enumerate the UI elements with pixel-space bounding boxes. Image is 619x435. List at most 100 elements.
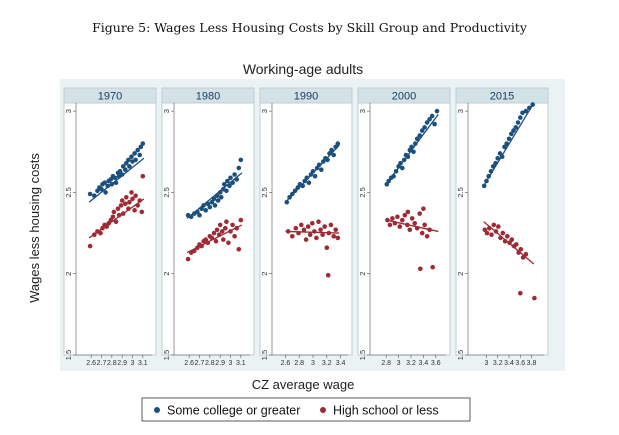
x-tick-label: 2.6 (184, 360, 194, 367)
college-point (126, 157, 131, 163)
panel-1990: 1990 1.5 2 2.5 3 2.6 2.8 3 3.2 3.4 (259, 87, 353, 367)
highschool-fit-line (285, 230, 340, 234)
panel-year-label: 1970 (98, 91, 122, 103)
highschool-point (129, 190, 134, 195)
highschool-point (418, 266, 423, 272)
college-point (218, 195, 224, 200)
college-point (520, 110, 525, 116)
college-fit-line (385, 113, 439, 185)
panel-header (161, 87, 255, 104)
college-point (432, 121, 437, 127)
college-fit-line (186, 172, 243, 219)
legend: Some college or greater High school or l… (141, 397, 471, 422)
college-point (120, 164, 126, 169)
y-tick-label: 2 (162, 272, 171, 276)
college-point (414, 136, 420, 142)
college-point (312, 173, 318, 179)
college-point (502, 144, 507, 150)
highschool-point (87, 243, 93, 249)
chart-title: Working-age adults (243, 61, 363, 77)
x-tick-label: 2.9 (215, 360, 225, 367)
highschool-point (119, 198, 125, 203)
college-point (506, 136, 512, 142)
x-tick-label: 2.8 (107, 360, 117, 367)
x-tick-label: 3 (131, 360, 135, 367)
college-point (411, 149, 416, 155)
highschool-point (133, 193, 138, 198)
college-point (405, 154, 411, 159)
highschool-fit-line (88, 198, 145, 239)
y-tick-label: 2.5 (456, 187, 465, 197)
highschool-point (217, 222, 223, 228)
legend-marker-highschool (320, 407, 326, 413)
highschool-point (124, 195, 129, 200)
highschool-point (219, 229, 225, 234)
y-tick-label: 2 (456, 272, 465, 276)
x-tick-label: 2.7 (97, 360, 107, 367)
highschool-point (400, 217, 405, 223)
highschool-point (417, 211, 423, 216)
college-point (132, 151, 137, 156)
college-point (319, 167, 324, 172)
highschool-point (412, 221, 418, 226)
panel-year-label: 2015 (490, 91, 514, 103)
college-point (292, 188, 298, 194)
highschool-point (303, 237, 309, 242)
highschool-point (123, 201, 128, 207)
highschool-point (232, 234, 237, 239)
legend-marker-college (154, 407, 160, 413)
legend-label-highschool: High school or less (333, 404, 439, 418)
highschool-point (322, 224, 328, 229)
y-tick-label: 2.5 (162, 187, 171, 197)
highschool-point (293, 225, 299, 231)
highschool-point (482, 227, 488, 233)
college-point (103, 190, 108, 195)
highschool-point (320, 232, 325, 237)
college-point (222, 182, 227, 187)
highschool-point (500, 230, 506, 236)
highschool-point (224, 219, 229, 224)
highschool-point (314, 235, 319, 241)
college-point (133, 157, 138, 163)
highschool-point (307, 232, 313, 237)
y-tick-label: 2 (260, 272, 269, 276)
highschool-point (305, 224, 311, 229)
y-tick-label: 1.5 (162, 350, 171, 360)
college-point (140, 141, 146, 146)
college-point (513, 125, 519, 130)
x-tick-label: 3.8 (527, 360, 537, 367)
college-point (424, 120, 430, 125)
y-tick-label: 2.5 (64, 187, 73, 197)
highschool-point (221, 237, 226, 242)
highschool-point (421, 206, 426, 211)
x-tick-label: 2.7 (195, 360, 205, 367)
highschool-point (324, 245, 330, 250)
college-point (209, 199, 215, 205)
panel-year-label: 2000 (392, 91, 416, 103)
highschool-point (402, 212, 408, 218)
college-point (127, 164, 132, 169)
college-point (197, 212, 202, 218)
college-point (518, 115, 523, 120)
college-point (124, 160, 129, 166)
highschool-point (409, 216, 415, 221)
college-point (236, 165, 242, 171)
x-tick-label: 3 (229, 360, 233, 367)
college-point (422, 125, 427, 130)
highschool-point (496, 224, 501, 229)
highschool-point (132, 208, 137, 213)
highschool-point (130, 196, 135, 202)
x-tick-label: 3.1 (138, 360, 148, 367)
highschool-point (318, 227, 323, 233)
highschool-point (424, 234, 430, 239)
highschool-point (518, 290, 523, 296)
college-point (87, 191, 93, 197)
college-point (99, 186, 104, 192)
highschool-point (214, 227, 220, 233)
college-point (212, 203, 218, 208)
highschool-fit-line (386, 219, 439, 233)
highschool-point (211, 230, 217, 236)
highschool-point (484, 230, 490, 236)
